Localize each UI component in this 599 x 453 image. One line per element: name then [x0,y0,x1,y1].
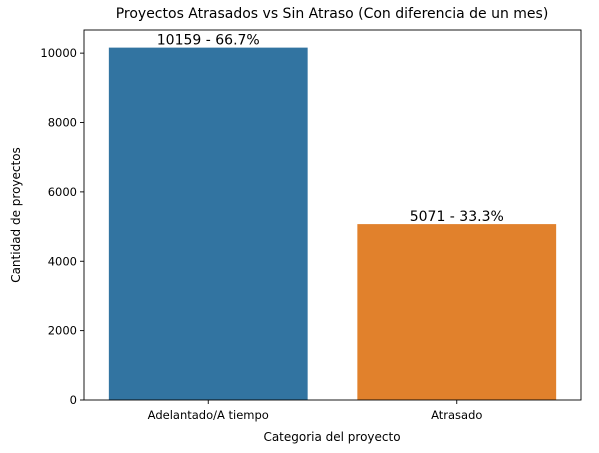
bar-0 [108,47,308,401]
data-label-0: 10159 - 66.7% [157,33,260,49]
data-labels-group: 10159 - 66.7% 5071 - 33.3% [157,33,504,225]
y-tick-label-2: 4000 [48,254,77,268]
bars-group [108,47,557,401]
x-tick-label-0: Adelantado/A tiempo [148,408,269,422]
y-tick-label-4: 8000 [48,116,77,130]
x-axis-label: Categoria del proyecto [263,430,400,444]
data-label-1: 5071 - 33.3% [410,209,504,225]
y-axis-label: Cantidad de proyectos [9,147,23,283]
plot-frame [83,29,582,401]
chart-title: Proyectos Atrasados vs Sin Atraso (Con d… [116,6,549,22]
y-tick-label-0: 0 [70,393,77,407]
y-tick-label-5: 10000 [40,46,77,60]
x-tick-label-1: Atrasado [431,408,482,422]
bar-1 [357,224,557,400]
y-tick-label-1: 2000 [48,324,77,338]
y-tick-label-3: 6000 [48,185,77,199]
x-axis: Adelantado/A tiempo Atrasado [148,400,482,422]
y-axis: 0 2000 4000 6000 8000 10000 [40,46,84,407]
